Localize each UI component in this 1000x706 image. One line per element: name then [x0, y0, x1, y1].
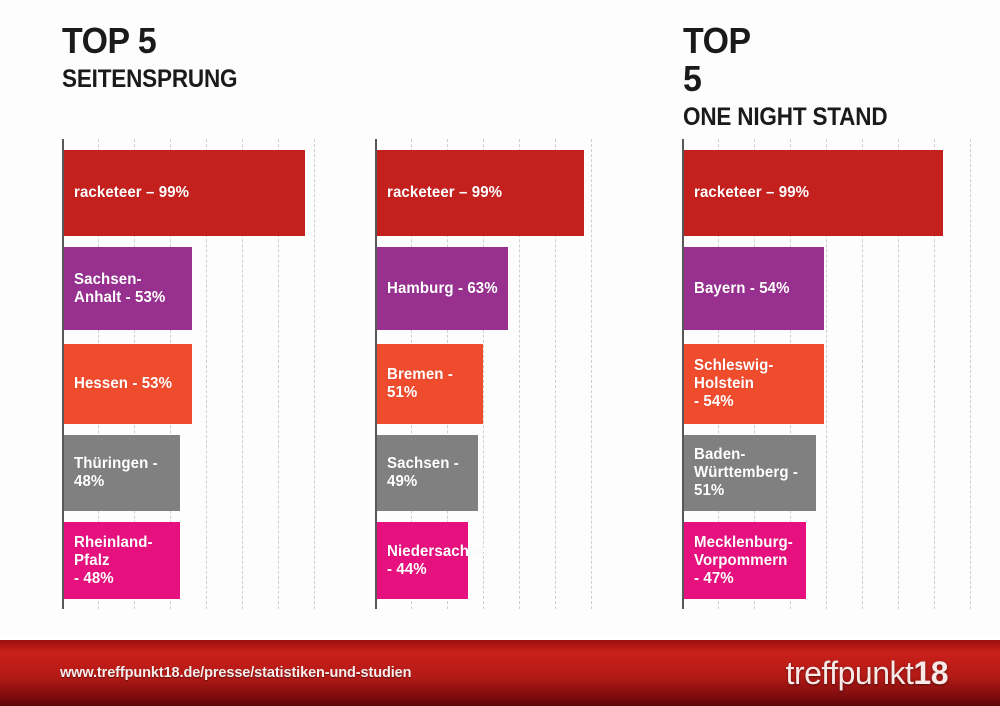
chart-1-title: TOP 5	[62, 20, 157, 61]
bar-label: Hamburg - 63%	[387, 279, 498, 297]
chart-3-bars: racketeer – 99% Bayern - 54% Schleswig-Hol…	[682, 142, 972, 609]
gridline	[591, 139, 593, 609]
chart-3-y-axis	[682, 139, 684, 609]
footer-bar: www.treffpunkt18.de/presse/statistiken-u…	[0, 638, 1000, 706]
bar-label: racketeer – 99%	[387, 184, 503, 201]
bar-th-ringen: Thüringen - 48%	[62, 435, 180, 511]
bar-schleswig-holstein: Schleswig-Holstein - 54%	[682, 344, 825, 424]
bar-sachsen-anhalt: Sachsen-Anhalt - 53%	[62, 247, 193, 330]
bar-label: racketeer – 99%	[694, 184, 810, 201]
bar-label: Hessen - 53%	[74, 375, 173, 392]
chart-panel-one-night-stand: TOP 5 ONE NIGHT STAND racketeer – 99% Ham…	[312, 0, 888, 632]
bar-label: Bremen - 51%	[387, 366, 453, 401]
bar-label: Sachsen-Anhalt - 53%	[74, 270, 166, 306]
gridline	[555, 139, 557, 609]
charts-container: TOP 5 SEITENSPRUNG racketeer – 99% Sachse…	[0, 0, 1000, 632]
bar-label: Schleswig-Holstein - 54%	[694, 357, 774, 410]
bar-niedersachsen: Niedersachsen - 44%	[375, 522, 495, 599]
chart-1-y-axis	[62, 139, 64, 609]
gridline	[898, 139, 900, 609]
logo-wordmark: treffpunkt	[785, 655, 914, 691]
gridline	[519, 139, 521, 609]
chart-1-bars: racketeer – 99% Sachsen-Anhalt - 53% Hesse…	[62, 142, 332, 609]
chart-2-bars: racketeer – 99% Hamburg - 63% Bremen - 51%…	[375, 142, 607, 609]
gridline	[483, 139, 485, 609]
bar-baden-w-rttemberg: Baden- Württemberg - 51%	[682, 435, 817, 511]
treffpunkt18-logo: treffpunkt18	[785, 655, 949, 691]
chart-1-heading: TOP 5 SEITENSPRUNG	[62, 22, 312, 94]
chart-1-plot-area: racketeer – 99% Sachsen-Anhalt - 53% Hesse…	[62, 139, 332, 609]
bar-label: Thüringen - 48%	[74, 455, 158, 490]
gridline	[862, 139, 864, 609]
gridline	[242, 139, 244, 609]
chart-2-plot: racketeer – 99% Hamburg - 63% Bremen - 51%…	[312, 139, 620, 632]
bar-label: Sachsen - 49%	[387, 455, 459, 490]
chart-panel-seitensprung: TOP 5 SEITENSPRUNG racketeer – 99% Sachse…	[0, 0, 315, 632]
gridline	[970, 139, 972, 609]
bar-bremen: Bremen - 51%	[375, 344, 483, 424]
logo-number: 18	[913, 655, 948, 691]
footer-url[interactable]: www.treffpunkt18.de/presse/statistiken-u…	[60, 665, 412, 681]
gridline	[278, 139, 280, 609]
bar-rheinland-pfalz: Rheinland-Pfalz - 48%	[62, 522, 180, 599]
bar-racketeer: racketeer – 99%	[682, 150, 943, 236]
gridline	[314, 139, 316, 609]
gridline	[206, 139, 208, 609]
bar-label: Rheinland-Pfalz - 48%	[74, 533, 153, 587]
bar-hessen: Hessen - 53%	[62, 344, 193, 424]
bar-racketeer: racketeer – 99%	[375, 150, 584, 236]
bar-label: Niedersachsen - 44%	[387, 542, 496, 578]
chart-panel-affaere: TOP 5 AFFÄRE racketeer – 99%Bayern - 54%…	[620, 0, 1000, 632]
bar-bayern: Bayern - 54%	[682, 247, 825, 330]
bar-label: Bayern - 54%	[694, 279, 790, 297]
bar-label: Baden- Württemberg - 51%	[694, 446, 799, 499]
bar-label: Mecklenburg- Vorpommern - 47%	[694, 533, 793, 587]
chart-2-y-axis	[375, 139, 377, 609]
gridline	[934, 139, 936, 609]
bar-racketeer: racketeer – 99%	[62, 150, 305, 236]
chart-2-plot-area: racketeer – 99% Hamburg - 63% Bremen - 51%…	[375, 139, 607, 609]
bar-sachsen: Sachsen - 49%	[375, 435, 479, 511]
chart-3-plot: racketeer – 99% Bayern - 54% Schleswig-Hol…	[620, 139, 1000, 632]
bar-label: racketeer – 99%	[74, 184, 190, 201]
gridline	[826, 139, 828, 609]
chart-3-plot-area: racketeer – 99% Bayern - 54% Schleswig-Hol…	[682, 139, 972, 609]
bar-mecklenburg-vorpommern: Mecklenburg- Vorpommern - 47%	[682, 522, 806, 599]
bar-hamburg: Hamburg - 63%	[375, 247, 508, 330]
chart-1-subtitle: SEITENSPRUNG	[62, 65, 238, 93]
chart-1-plot: racketeer – 99% Sachsen-Anhalt - 53% Hesse…	[0, 139, 315, 632]
